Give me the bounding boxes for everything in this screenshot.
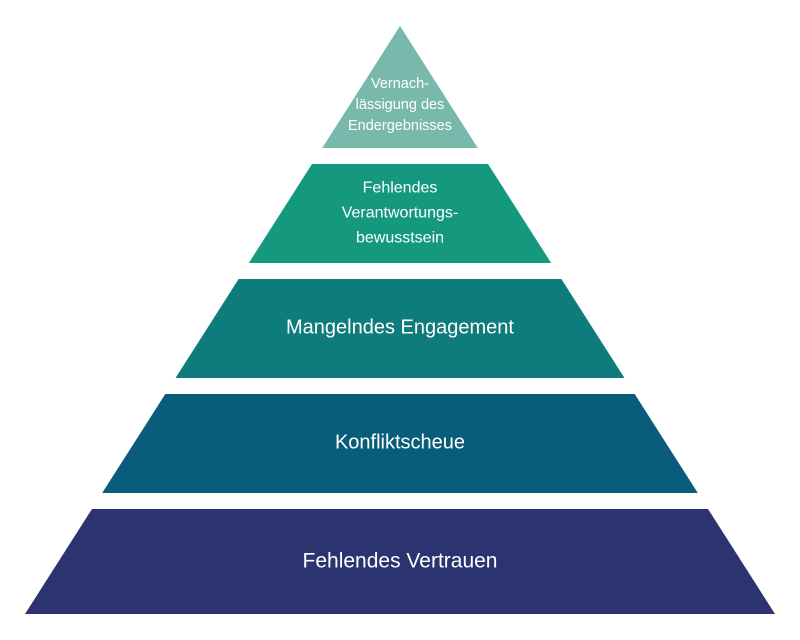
level-label-line: Konfliktscheue [335,432,465,454]
pyramid-level-top: Vernach-lässigung des Endergebnisses [322,26,478,148]
level-shape [175,279,625,378]
level-label-line: bewusstsein [356,230,444,247]
level-label-line: Fehlendes [363,180,438,197]
level-label-line: Fehlendes Vertrauen [303,549,498,572]
level-label-line: Mangelndes Engagement [286,317,514,339]
pyramid-level-base: Fehlendes Vertrauen [25,509,775,614]
level-label: Konfliktscheue [335,432,465,454]
level-label: Fehlendes Verantwortungs-bewusstsein [342,180,459,247]
level-shape [322,26,478,148]
pyramid-level-2: Fehlendes Verantwortungs-bewusstsein [248,164,552,263]
level-label: Vernach-lässigung des Endergebnisses [348,76,452,134]
level-shape [102,394,698,493]
pyramid-level-3: Mangelndes Engagement [175,279,625,378]
level-shape [25,509,775,614]
level-shape [248,164,552,263]
level-label-line: lässigung des [356,97,445,113]
level-label-line: Vernach- [371,76,429,92]
level-label: Mangelndes Engagement [286,317,514,339]
level-label-line: Endergebnisses [348,118,452,134]
pyramid-level-4: Konfliktscheue [102,394,698,493]
level-label-line: Verantwortungs- [342,205,459,222]
level-label: Fehlendes Vertrauen [303,549,498,572]
